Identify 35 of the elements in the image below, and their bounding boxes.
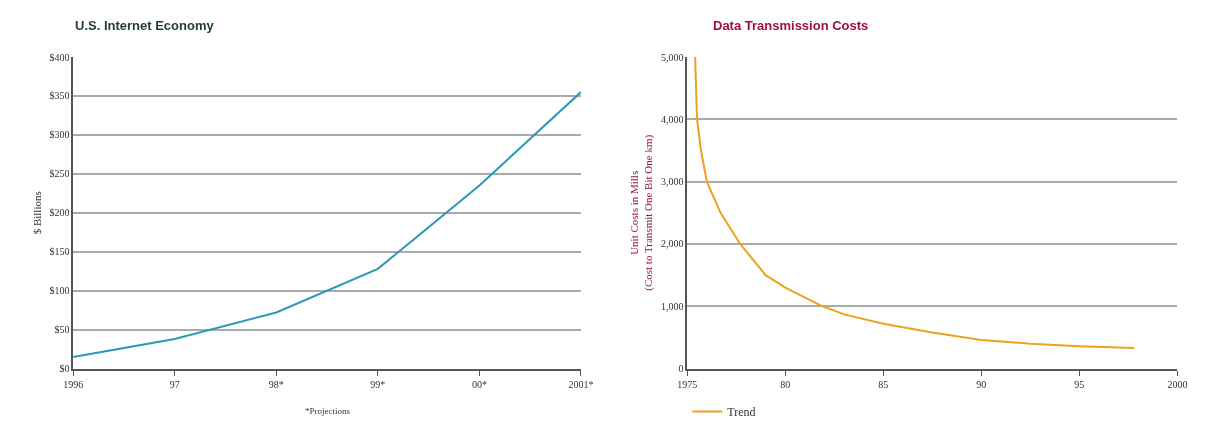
x-tick-label: 1996 <box>63 378 84 390</box>
x-tick-label: 99* <box>370 378 386 390</box>
x-tick-label: 90 <box>976 378 987 390</box>
x-tick-label: 2001* <box>568 378 594 390</box>
y-tick-label: 1,000 <box>661 300 684 312</box>
y-tick-label: 4,000 <box>661 113 684 125</box>
y-tick-label: $0 <box>59 363 70 375</box>
legend-label: Trend <box>727 405 756 420</box>
x-tick-label: 98* <box>268 378 284 390</box>
x-tick-label: 85 <box>878 378 889 390</box>
y-tick-label: $250 <box>49 168 70 180</box>
y-tick-label: $300 <box>49 129 70 141</box>
x-tick-label: 1975 <box>677 378 698 390</box>
y-tick-label: $400 <box>49 51 70 63</box>
y-tick-label: 3,000 <box>661 176 684 188</box>
x-tick-label: 97 <box>169 378 180 390</box>
y-tick-label: 0 <box>678 363 684 375</box>
y-axis-title: Unit Costs in Mills (Cost to Transmit One Bit One km) <box>627 134 656 291</box>
line-series <box>694 57 1136 350</box>
y-tick-label: $100 <box>49 285 70 297</box>
y-tick-label: 2,000 <box>661 238 684 250</box>
chart-title: U.S. Internet Economy <box>75 18 215 33</box>
y-tick-label: $150 <box>49 246 70 258</box>
line-series <box>73 91 581 358</box>
x-tick-label: 00* <box>471 378 487 390</box>
chart-title: Data Transmission Costs <box>713 18 869 33</box>
y-axis-title: $ Billions <box>30 191 43 235</box>
x-tick-label: 95 <box>1074 378 1085 390</box>
x-tick-label: 80 <box>780 378 791 390</box>
text: *Projections <box>305 406 351 416</box>
y-tick-label: $50 <box>54 324 70 336</box>
y-tick-label: 5,000 <box>661 51 684 63</box>
x-tick-label: 2000 <box>1167 378 1188 390</box>
y-tick-label: $350 <box>49 90 70 102</box>
y-tick-label: $200 <box>49 207 70 219</box>
